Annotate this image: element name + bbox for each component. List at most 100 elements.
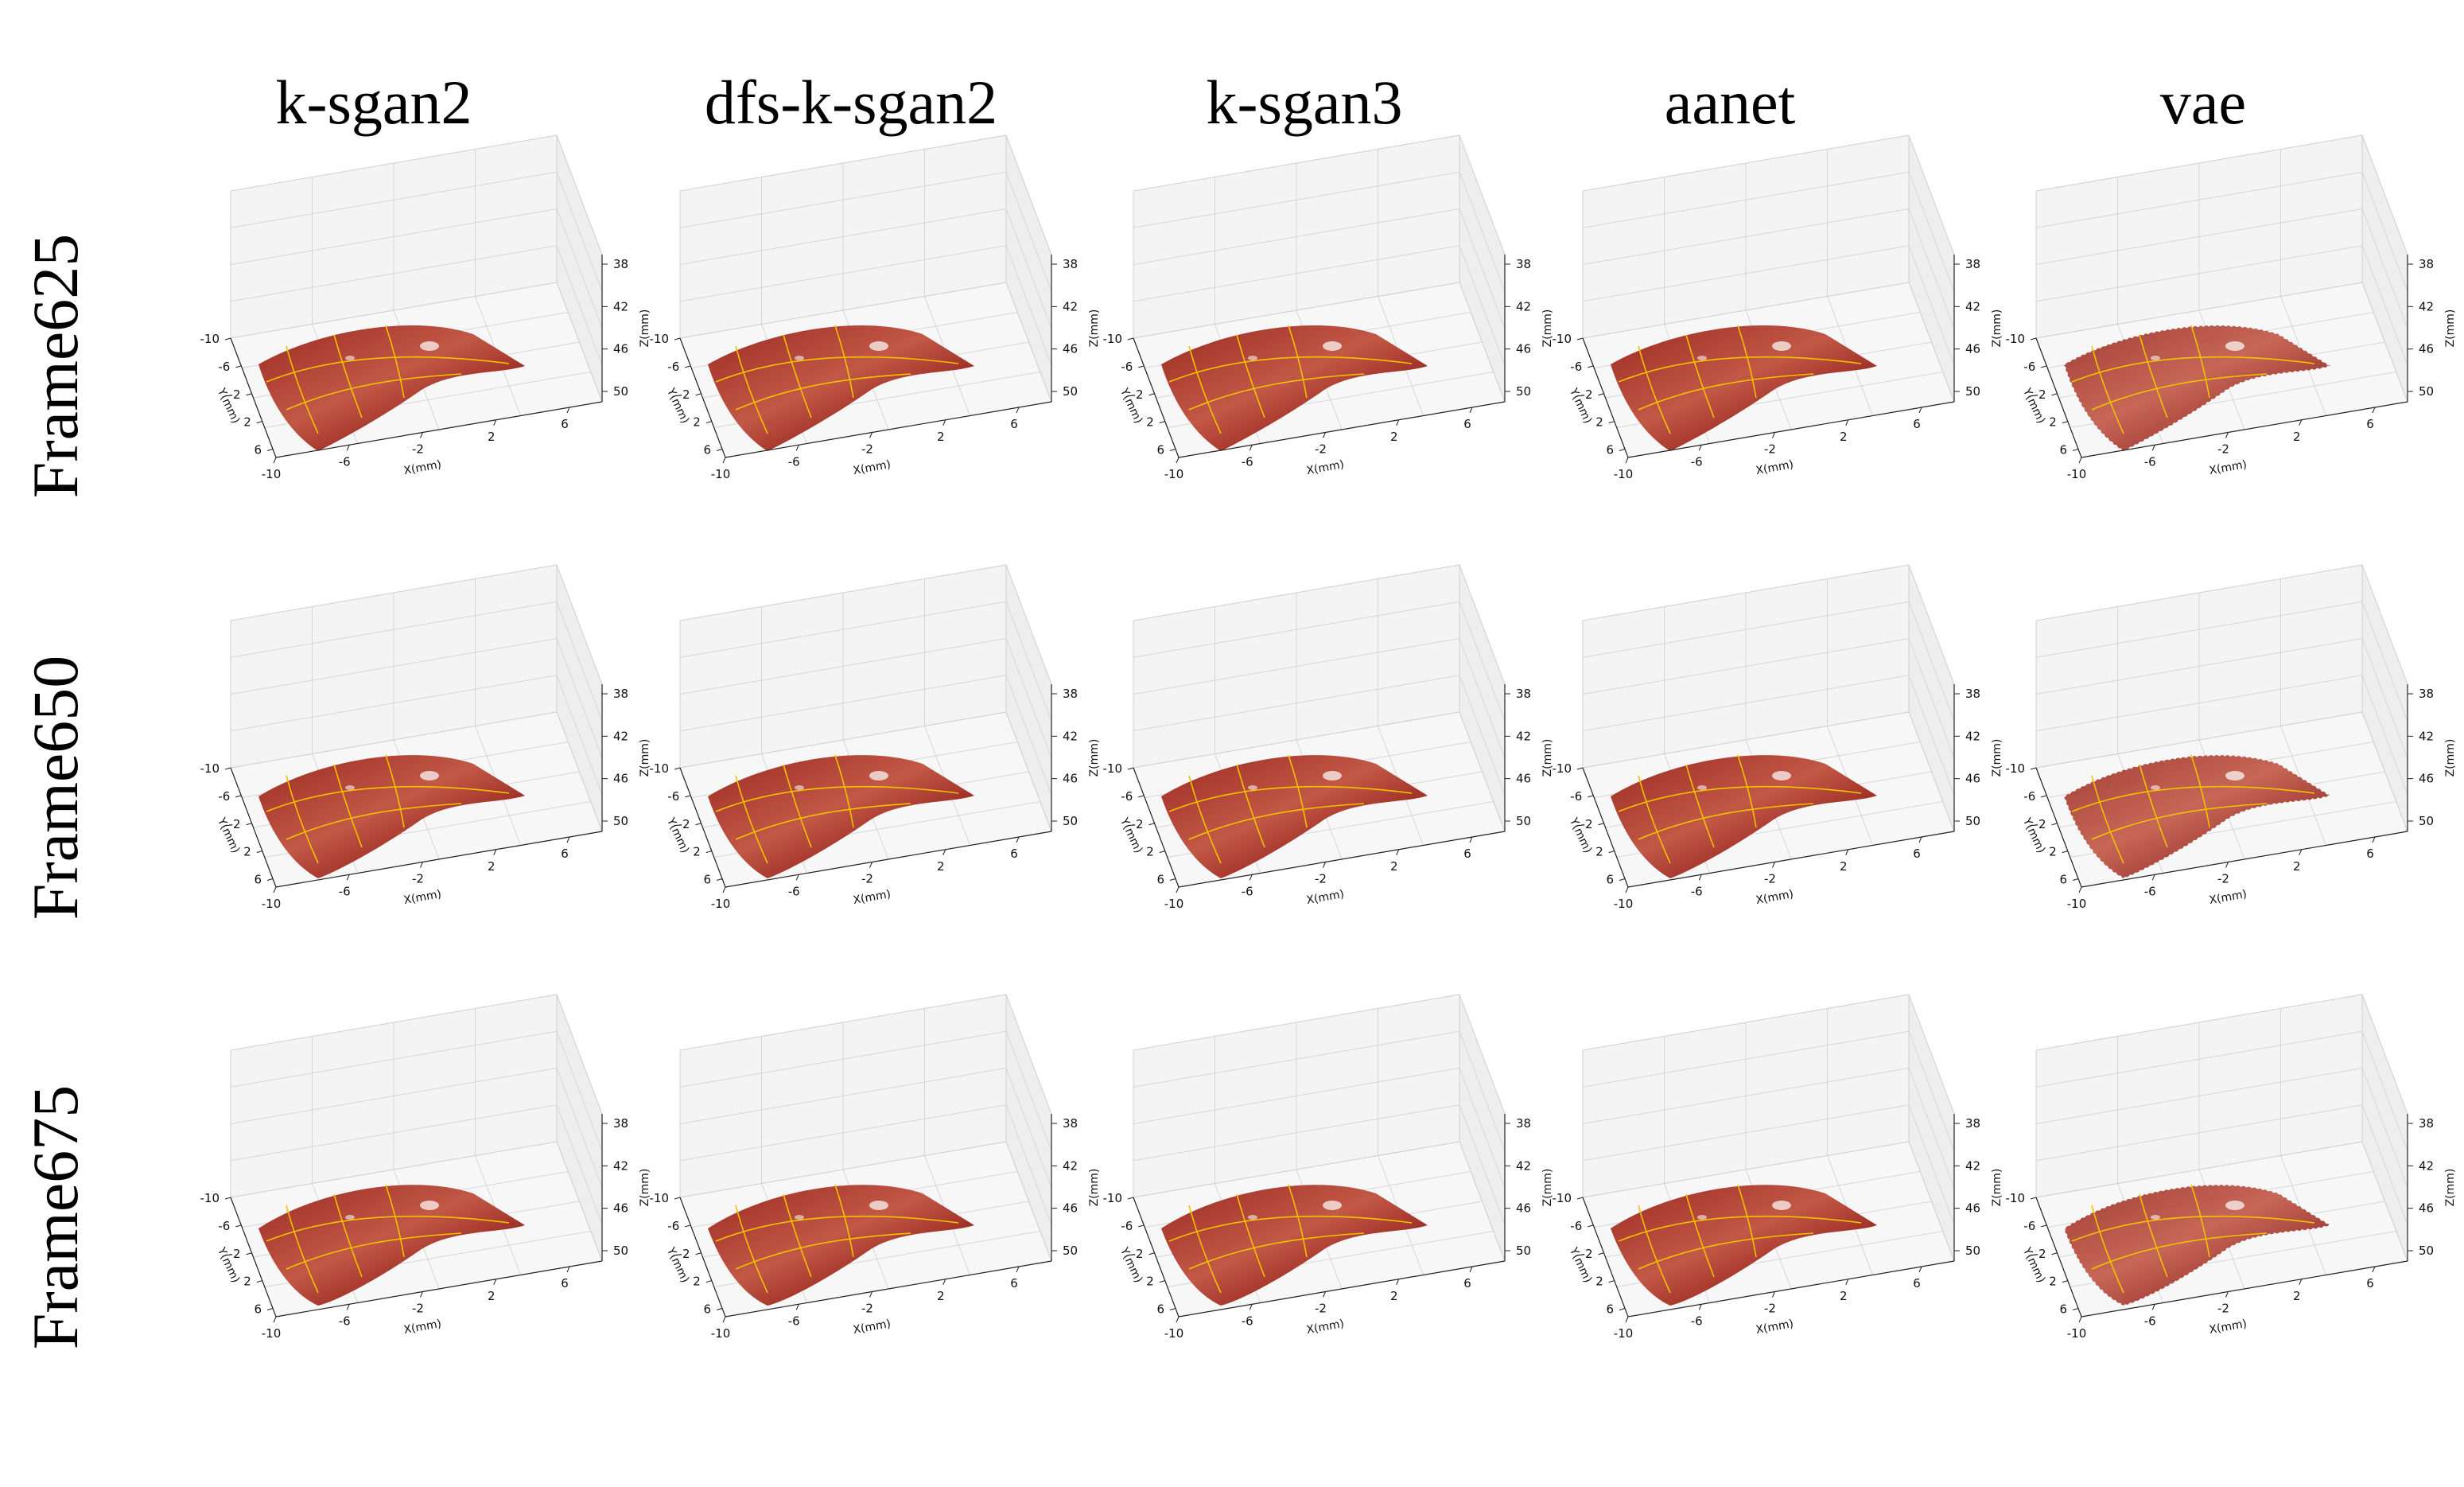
specular-highlight — [2151, 356, 2160, 360]
x-tick-mark — [1625, 886, 1629, 893]
y-tick-label: -6 — [1570, 789, 1582, 804]
y-tick-mark — [1127, 337, 1134, 341]
z-tick-label: 42 — [2419, 729, 2434, 743]
x-tick-label: 2 — [1390, 859, 1398, 874]
surface-gridline — [333, 1193, 363, 1278]
x-axis-label: X(mm) — [852, 458, 892, 477]
y-tick-mark — [1148, 823, 1155, 826]
y-tick-mark — [1159, 421, 1165, 424]
y-tick-mark — [2062, 851, 2068, 854]
gridline — [1908, 1104, 1955, 1224]
y-tick-mark — [695, 1252, 702, 1255]
x-tick-label: 2 — [1840, 859, 1848, 874]
column-title: vae — [2159, 68, 2247, 137]
z-axis-label: Z(mm) — [1088, 739, 1101, 777]
y-tick-label: 2 — [2049, 845, 2057, 859]
surface-gridline — [2071, 1215, 2315, 1242]
y-tick-label: 2 — [693, 845, 701, 859]
surface-gridline — [333, 764, 363, 848]
gridline — [1908, 638, 1955, 758]
x-tick-label: -6 — [1242, 1314, 1253, 1328]
gridline — [1133, 638, 1460, 695]
row-title: Frame625 — [0, 151, 111, 581]
gridline — [230, 601, 558, 658]
x-axis-label: X(mm) — [1305, 888, 1345, 907]
x-tick-mark — [1625, 1316, 1629, 1323]
x-tick-label: 6 — [2366, 417, 2374, 431]
specular-highlight — [420, 1201, 439, 1210]
specular-highlight — [869, 1201, 888, 1210]
gridline — [2035, 208, 2363, 265]
surface-gridline — [2091, 1232, 2268, 1270]
y-tick-mark — [1127, 1197, 1134, 1200]
y-tick-mark — [705, 1280, 712, 1283]
gridline — [2361, 245, 2408, 365]
surface-plot-panel: -10 -6 -2 2 6 -10 -6 -2 2 6 38 42 46 50 X(mm) Y(mm) Z(mm… — [199, 134, 651, 609]
x-tick-mark — [1016, 407, 1020, 414]
y-tick-label: 2 — [1595, 415, 1603, 430]
row-title-text: Frame650 — [19, 655, 91, 921]
z-tick-label: 50 — [1516, 814, 1531, 828]
y-tick-label: 2 — [1595, 845, 1603, 859]
x-tick-label: 6 — [561, 417, 569, 431]
gridline — [2035, 1068, 2363, 1124]
y-tick-label: -10 — [1103, 761, 1123, 776]
x-tick-label: -10 — [1614, 897, 1634, 911]
surface-gridline — [385, 1184, 405, 1258]
surface-gridline — [1168, 1215, 1413, 1242]
y-tick-mark — [2072, 449, 2079, 451]
x-tick-label: 6 — [1463, 1276, 1471, 1290]
gridline — [556, 172, 603, 292]
y-tick-mark — [256, 1280, 262, 1283]
specular-highlight — [1697, 1215, 1707, 1220]
surface-plot-panel: -10 -6 -2 2 6 -10 -6 -2 2 6 38 42 46 50 X(mm) Y(mm) Z(mm… — [2004, 994, 2457, 1468]
y-tick-label: -10 — [650, 332, 670, 346]
x-axis-label: X(mm) — [852, 888, 892, 907]
y-tick-mark — [2030, 767, 2037, 770]
surface-gridline — [1737, 754, 1757, 828]
x-tick-label: -2 — [1315, 442, 1327, 457]
surface-gridline — [286, 775, 319, 864]
z-tick-label: 46 — [1063, 772, 1078, 786]
x-tick-label: 6 — [1463, 417, 1471, 431]
x-tick-label: 2 — [937, 430, 945, 444]
y-tick-mark — [266, 1308, 274, 1310]
row-title-text: Frame675 — [19, 1084, 91, 1350]
z-axis-label: Z(mm) — [1541, 739, 1554, 777]
x-tick-label: -10 — [2067, 897, 2087, 911]
y-tick-mark — [685, 1224, 691, 1228]
z-axis-label: Z(mm) — [1991, 309, 2003, 348]
y-tick-mark — [2051, 823, 2058, 826]
y-axis-line — [2035, 337, 2082, 458]
surface-gridline — [834, 1184, 854, 1258]
x-tick-label: -6 — [788, 1314, 800, 1328]
x-axis-label: X(mm) — [2208, 1318, 2248, 1337]
y-tick-mark — [266, 878, 274, 881]
surface-plot: -10-6-226-10-6-22638424650X(mm)Y(mm)Z(mm… — [200, 134, 651, 481]
y-axis-line — [230, 337, 277, 458]
z-tick-label: 42 — [613, 729, 628, 743]
x-tick-mark — [1176, 886, 1180, 893]
surface-gridline — [2091, 345, 2124, 434]
y-tick-label: -2 — [1581, 387, 1593, 402]
x-tick-mark — [1469, 1266, 1473, 1273]
specular-highlight — [869, 341, 888, 351]
x-tick-label: 6 — [1463, 847, 1471, 861]
y-tick-mark — [1576, 337, 1584, 341]
x-tick-label: -10 — [262, 897, 282, 911]
z-tick-label: 50 — [1965, 814, 1980, 828]
y-tick-label: 2 — [1595, 1275, 1603, 1289]
x-axis-label: X(mm) — [1305, 458, 1345, 477]
gridline — [679, 1030, 1007, 1088]
x-tick-mark — [722, 457, 726, 464]
x-tick-label: -10 — [1164, 897, 1184, 911]
gridline — [1005, 675, 1052, 795]
y-tick-mark — [1608, 1280, 1615, 1283]
x-tick-label: -10 — [1614, 1326, 1634, 1341]
x-tick-label: 6 — [1913, 847, 1921, 861]
gridline — [1459, 1068, 1506, 1188]
x-tick-label: -10 — [262, 467, 282, 481]
surface-gridline — [735, 803, 911, 840]
surface-gridline — [286, 1232, 462, 1270]
surface-gridline — [1618, 356, 1862, 383]
